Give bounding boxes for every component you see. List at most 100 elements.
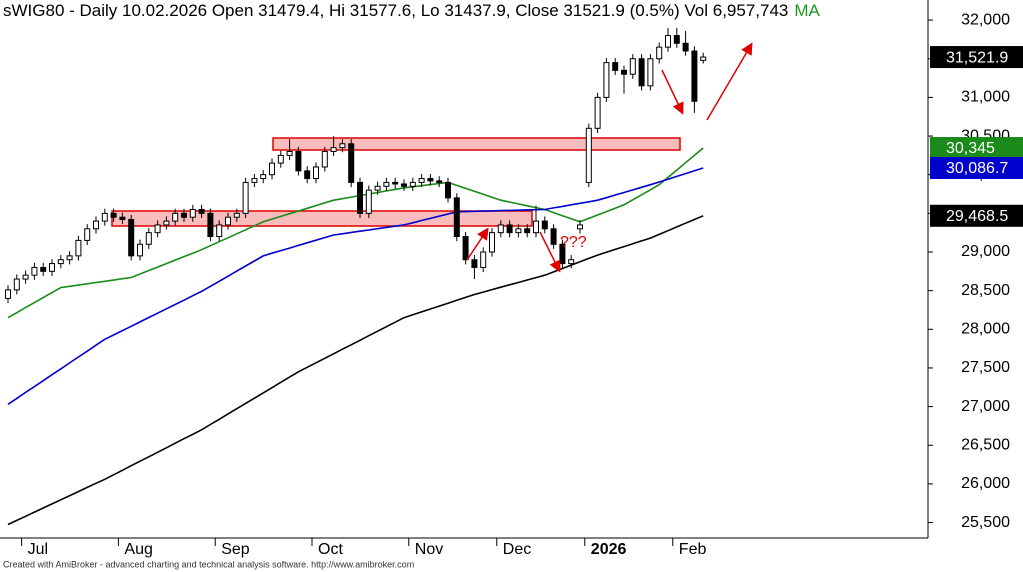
candle-body — [585, 127, 592, 183]
candle-body — [189, 208, 196, 218]
last-value-box — [930, 137, 1023, 160]
candle-body — [383, 181, 390, 187]
candle-body — [84, 228, 91, 241]
candle-body — [497, 224, 504, 234]
candle-body — [621, 69, 627, 75]
x-tick-label: Dec — [503, 541, 531, 558]
x-tick-label: Sep — [221, 541, 250, 558]
candle-body — [216, 224, 223, 238]
x-tick-label: Jul — [28, 541, 48, 558]
candle-body — [647, 58, 654, 87]
candle-body — [480, 251, 487, 268]
x-tick-label: Aug — [124, 541, 152, 558]
candle-body — [207, 212, 214, 238]
y-tick-label: 28,000 — [961, 321, 1010, 338]
candle-body — [365, 189, 372, 214]
candle-body — [233, 212, 240, 218]
last-value-box — [930, 204, 1023, 227]
candle-body — [66, 255, 73, 261]
candle-body — [392, 181, 399, 185]
last-value-label: 29,468.5 — [946, 208, 1008, 225]
candle-body — [286, 151, 293, 156]
x-tick-label: 2026 — [591, 541, 627, 558]
arrow — [706, 42, 753, 121]
candle-body — [515, 228, 522, 234]
candle-body — [339, 143, 346, 149]
candle-body — [330, 147, 337, 153]
candle-body — [577, 224, 583, 230]
y-tick-label: 28,500 — [961, 282, 1010, 299]
candle-body — [603, 62, 610, 98]
arrow — [466, 227, 489, 261]
plot-area — [5, 27, 707, 526]
candle-body — [489, 232, 495, 253]
candle-body — [506, 224, 513, 234]
candle-body — [629, 58, 636, 75]
candle-body — [5, 289, 11, 299]
candle-body — [198, 208, 205, 214]
candle-body — [128, 219, 135, 257]
candle-body — [541, 220, 548, 230]
candle-body — [409, 181, 416, 187]
x-tick-label: Oct — [318, 541, 343, 558]
candle-body — [533, 220, 539, 234]
candle-body — [75, 239, 82, 257]
candle-body — [181, 212, 187, 218]
candle-body — [277, 154, 284, 164]
candle-body — [453, 197, 460, 238]
candle-body — [137, 243, 143, 257]
last-value-box — [930, 156, 1023, 179]
last-value-label: 30,086.7 — [946, 160, 1008, 177]
candle-body — [691, 50, 698, 102]
candle-body — [110, 212, 117, 218]
candle-body — [436, 180, 443, 183]
candle-body — [321, 151, 328, 168]
x-tick-label: Feb — [679, 541, 707, 558]
candle-body — [269, 162, 275, 176]
last-value-label: 30,345 — [946, 140, 995, 157]
y-tick-label: 26,500 — [961, 436, 1010, 453]
candle-body — [550, 228, 557, 245]
last-value-label: 31,521.9 — [946, 49, 1008, 66]
candle-body — [594, 96, 601, 129]
candle-body — [57, 259, 64, 265]
candle-body — [251, 178, 258, 183]
candle-body — [427, 178, 434, 182]
x-tick-label: Nov — [415, 541, 443, 558]
candle-body — [225, 216, 231, 226]
annotation: ??? — [560, 234, 587, 251]
candle-body — [656, 46, 663, 60]
candle-body — [612, 62, 619, 71]
y-tick-label: 32,000 — [961, 11, 1010, 28]
moving-average-line — [7, 215, 704, 526]
candle-body — [568, 259, 575, 265]
y-tick-label: 29,000 — [961, 243, 1010, 260]
candle-body — [357, 181, 363, 214]
y-tick-label: 27,000 — [961, 398, 1010, 415]
candle-body — [374, 185, 381, 191]
candle-body — [401, 183, 407, 187]
candle-body — [40, 266, 47, 272]
candle-body — [295, 151, 302, 172]
candle-body — [638, 58, 645, 87]
candle-body — [445, 181, 451, 199]
arrows — [466, 42, 753, 273]
candle-body — [682, 42, 689, 52]
y-tick-label: 27,500 — [961, 359, 1010, 376]
candle-body — [22, 274, 29, 280]
candle-body — [31, 266, 38, 276]
title-tail: MA — [794, 1, 820, 20]
candle-body — [471, 259, 478, 268]
title-text: sWIG80 - Daily 10.02.2026 Open 31479.4, … — [3, 1, 788, 20]
candle-body — [665, 35, 671, 48]
candle-body — [49, 263, 55, 272]
resistance-zone — [272, 137, 681, 151]
y-tick-label: 25,500 — [961, 514, 1010, 531]
candle-body — [673, 35, 680, 44]
y-tick-label: 31,000 — [961, 89, 1010, 106]
last-value-box — [930, 46, 1023, 69]
arrow — [661, 69, 684, 115]
candle-body — [462, 236, 469, 261]
